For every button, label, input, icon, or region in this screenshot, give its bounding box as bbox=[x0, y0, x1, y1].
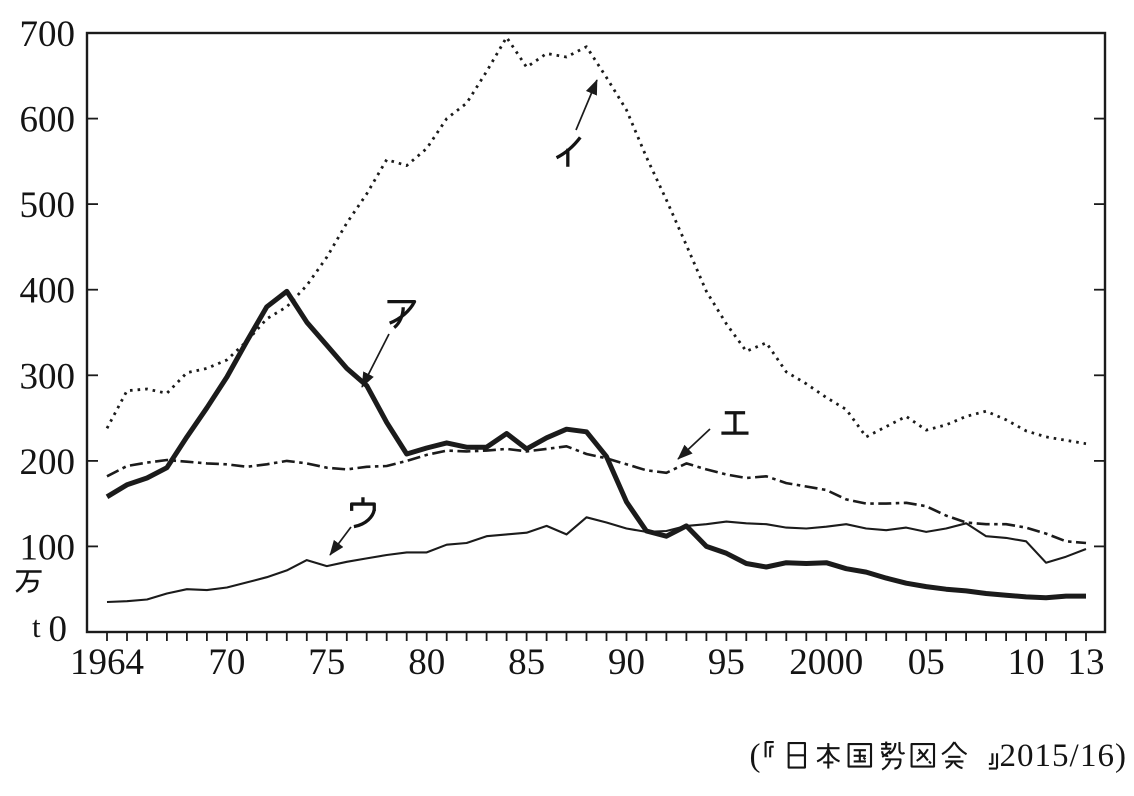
series-arrow-i bbox=[575, 79, 598, 131]
source-char bbox=[787, 742, 807, 769]
series-lines bbox=[105, 35, 1087, 604]
source-char bbox=[941, 741, 968, 770]
x-tick-label: 75 bbox=[308, 642, 345, 683]
x-tick-label: 80 bbox=[408, 642, 445, 683]
y-tick-label: 400 bbox=[20, 271, 76, 312]
source-char bbox=[816, 743, 840, 769]
source-char: / bbox=[1070, 738, 1080, 774]
source-char bbox=[847, 743, 873, 768]
x-axis-ticks bbox=[106, 632, 1087, 641]
series-label-a bbox=[387, 300, 417, 329]
y-tick-label: 500 bbox=[20, 185, 76, 226]
source-citation: ( 2 0 1 5/1 6) bbox=[750, 738, 1127, 774]
y-axis-unit-t: t bbox=[32, 609, 41, 644]
series-line-e bbox=[106, 444, 1087, 545]
series-arrow-a bbox=[361, 333, 390, 388]
source-char: 2 bbox=[1000, 738, 1017, 774]
x-tick-label: 1964 bbox=[70, 642, 144, 683]
y-tick-label: 700 bbox=[20, 14, 76, 55]
plot-frame bbox=[85, 31, 1107, 634]
series-arrow-u bbox=[329, 526, 352, 556]
x-tick-label: 10 bbox=[1008, 642, 1045, 683]
y-tick-label: 300 bbox=[20, 356, 76, 397]
source-char bbox=[764, 740, 774, 758]
series-annotations bbox=[329, 79, 749, 556]
series-label-e bbox=[721, 411, 749, 435]
x-tick-label: 85 bbox=[508, 642, 545, 683]
source-char bbox=[988, 753, 999, 770]
source-char bbox=[910, 743, 936, 768]
source-char bbox=[881, 741, 906, 771]
series-line-u bbox=[106, 516, 1087, 604]
x-tick-label: 90 bbox=[608, 642, 645, 683]
series-line-i bbox=[105, 35, 1087, 446]
x-tick-label: 13 bbox=[1068, 642, 1105, 683]
source-char: 5 bbox=[1052, 738, 1069, 774]
source-char: ( bbox=[750, 738, 761, 774]
y-axis-ticks bbox=[87, 32, 1105, 548]
x-tick-label: 2000 bbox=[789, 642, 863, 683]
source-char: 1 bbox=[1035, 738, 1052, 774]
source-char: 0 bbox=[1017, 738, 1034, 774]
series-label-i bbox=[555, 136, 582, 167]
series-arrow-e bbox=[677, 428, 711, 460]
source-char: ) bbox=[1115, 738, 1126, 774]
y-tick-label: 600 bbox=[20, 100, 76, 141]
series-label-u bbox=[350, 497, 376, 529]
y-axis-unit: t 0 bbox=[15, 570, 68, 650]
source-char: 1 bbox=[1080, 738, 1097, 774]
source-char: 6 bbox=[1098, 738, 1115, 774]
y-tick-label: 100 bbox=[20, 527, 76, 568]
y-tick-label: 200 bbox=[20, 442, 76, 483]
y-axis-unit-man bbox=[15, 570, 42, 593]
y-axis-origin-label: 0 bbox=[49, 609, 68, 650]
x-tick-label: 05 bbox=[908, 642, 945, 683]
x-tick-label: 70 bbox=[208, 642, 245, 683]
series-line-a bbox=[105, 288, 1086, 601]
x-tick-label: 95 bbox=[708, 642, 745, 683]
